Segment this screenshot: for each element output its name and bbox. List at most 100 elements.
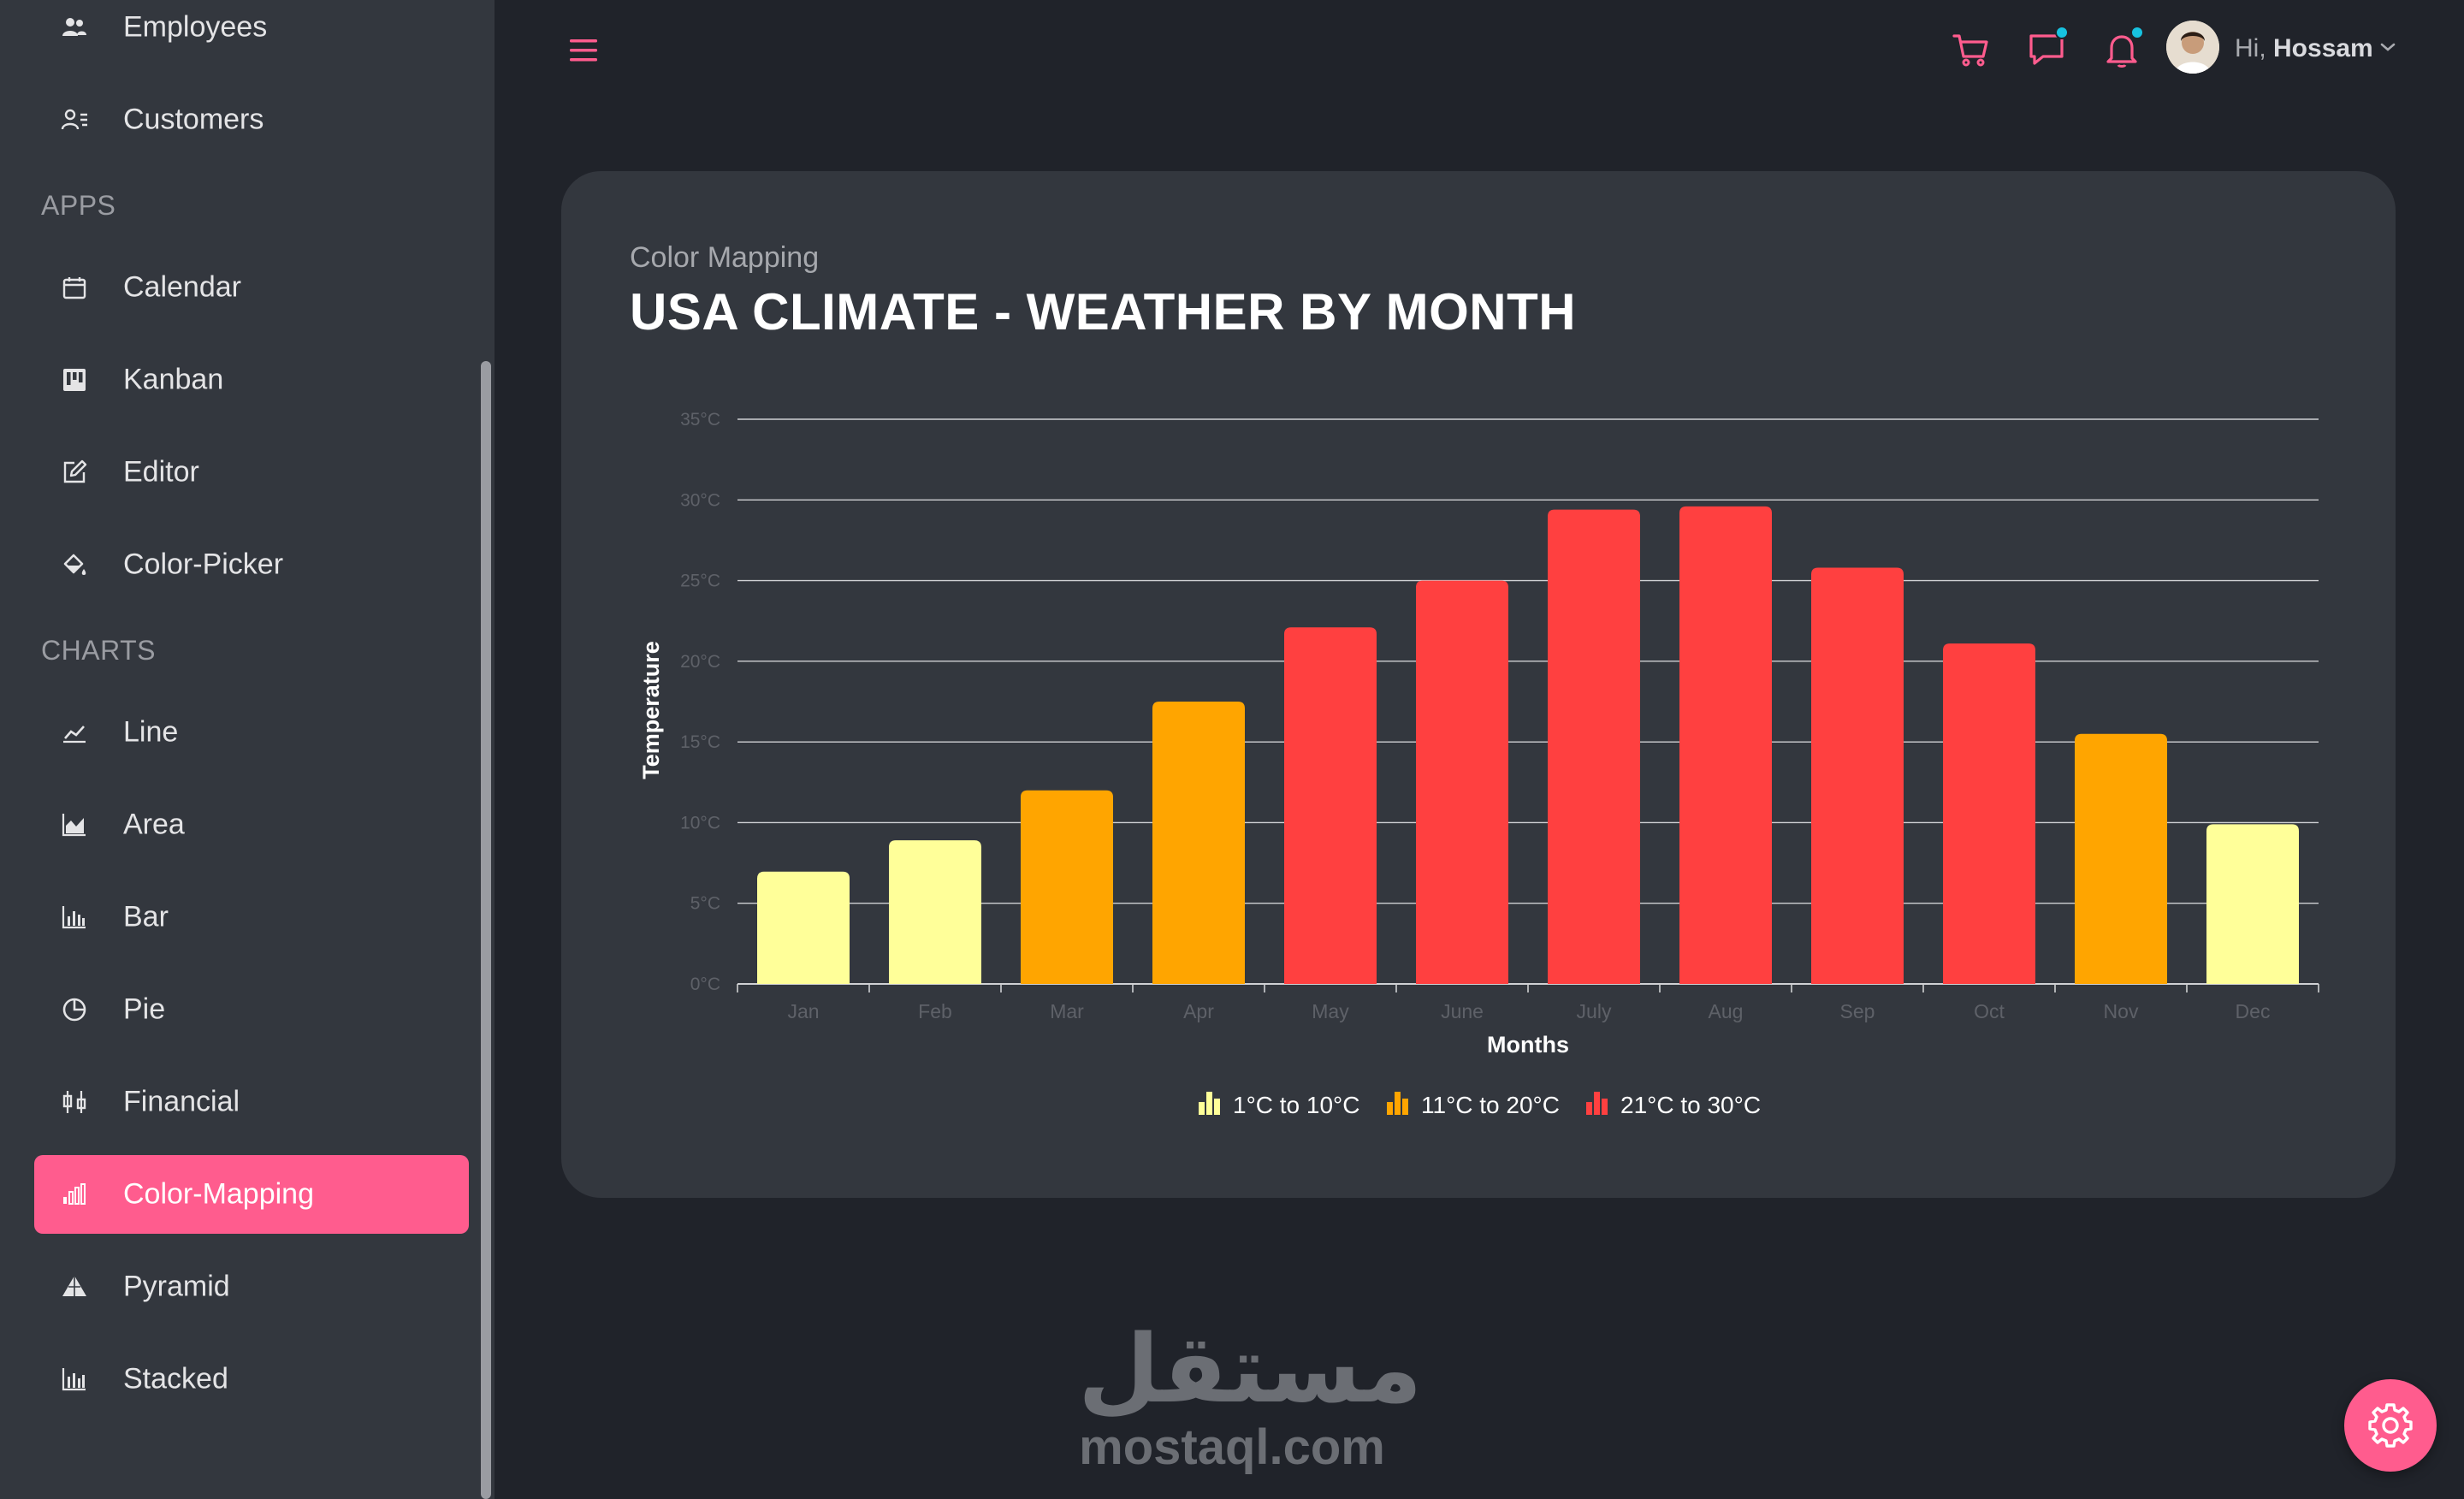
settings-button[interactable] (2344, 1379, 2437, 1472)
sidebar-item-label: Pie (123, 992, 166, 1026)
sidebar-item-line[interactable]: Line (34, 693, 469, 772)
sidebar-item-financial[interactable]: Financial (34, 1063, 469, 1141)
y-tick-label: 5°C (690, 894, 720, 914)
bar (2206, 824, 2299, 984)
sidebar-item-editor[interactable]: Editor (34, 433, 469, 512)
card-title: USA CLIMATE - WEATHER BY MONTH (630, 283, 1577, 341)
legend-label: 21°C to 30°C (1620, 1092, 1761, 1118)
legend-label: 11°C to 20°C (1421, 1092, 1560, 1118)
sidebar-item-calendar[interactable]: Calendar (34, 248, 469, 327)
user-greeting[interactable]: Hi, Hossam (2235, 34, 2373, 63)
financial-icon (60, 1087, 89, 1117)
color-mapping-icon (60, 1180, 89, 1209)
editor-icon (60, 458, 89, 487)
x-tick-label: Feb (918, 1000, 952, 1022)
cart-icon (1952, 34, 1988, 67)
bar (757, 871, 850, 984)
x-tick-label: Aug (1709, 1000, 1744, 1022)
x-tick-label: Dec (2236, 1000, 2271, 1022)
chat-icon (2029, 34, 2064, 65)
notifications-button[interactable] (2100, 26, 2144, 72)
color-mapping-chart: 0°C 5°C 10°C 15°C 20°C 25°C 30°C 35°C Jan Feb Mar A… (638, 410, 2319, 1118)
bar (889, 840, 981, 984)
x-tick-label: May (1312, 1000, 1349, 1022)
x-tick-label: Mar (1050, 1000, 1084, 1022)
watermark: مستقل mostaql.com (1078, 1314, 1423, 1480)
cart-button[interactable] (1949, 27, 1993, 72)
legend-item[interactable]: 21°C to 30°C (1586, 1092, 1761, 1118)
bar (2075, 733, 2167, 984)
sidebar-item-label: Color-Mapping (123, 1177, 314, 1211)
sidebar-item-label: Editor (123, 455, 199, 489)
sidebar-item-label: Stacked (123, 1362, 228, 1395)
bell-notification-dot (2130, 26, 2144, 39)
legend-item[interactable]: 1°C to 10°C (1199, 1092, 1359, 1118)
stacked-chart-icon (60, 1365, 89, 1394)
avatar[interactable] (2166, 21, 2219, 74)
chat-notification-dot (2055, 26, 2069, 39)
user-avatar-icon (2166, 21, 2219, 74)
sidebar-item-color-mapping[interactable]: Color-Mapping (34, 1155, 469, 1234)
sidebar-item-stacked[interactable]: Stacked (34, 1340, 469, 1419)
sidebar-item-label: Area (123, 808, 185, 841)
kanban-icon (60, 365, 89, 394)
line-chart-icon (60, 718, 89, 747)
customers-icon (60, 105, 89, 134)
x-tick-label: Nov (2104, 1000, 2139, 1022)
sidebar-section-title: APPS (41, 190, 116, 221)
calendar-icon (60, 273, 89, 302)
sidebar-item-label: Calendar (123, 270, 241, 304)
legend-item[interactable]: 11°C to 20°C (1387, 1092, 1560, 1118)
sidebar-item-kanban[interactable]: Kanban (34, 341, 469, 419)
area-chart-icon (60, 810, 89, 839)
sidebar-item-label: Employees (123, 10, 268, 44)
pie-chart-icon (60, 995, 89, 1024)
y-tick-label: 15°C (680, 732, 720, 752)
sidebar-item-bar[interactable]: Bar (34, 878, 469, 957)
menu-icon (570, 39, 597, 62)
sidebar-item-pie[interactable]: Pie (34, 970, 469, 1049)
y-tick-label: 25°C (680, 572, 720, 591)
pyramid-icon (60, 1272, 89, 1301)
sidebar-item-label: Color-Picker (123, 548, 284, 581)
bar (1021, 790, 1113, 984)
y-axis-title: Temperature (638, 641, 664, 779)
menu-button[interactable] (566, 34, 602, 67)
user-name: Hossam (2273, 34, 2373, 62)
sidebar: Employees Customers APPS Calendar Kanban Edit… (0, 0, 495, 1499)
bar (1284, 627, 1377, 984)
legend-bar-icon (1387, 1092, 1408, 1115)
bar (1152, 702, 1245, 984)
legend-bar-icon (1199, 1092, 1220, 1115)
bar (1943, 643, 2035, 984)
sidebar-item-customers[interactable]: Customers (34, 80, 469, 159)
chevron-down-icon[interactable] (2378, 41, 2397, 53)
x-tick-label: June (1441, 1000, 1484, 1022)
bell-icon (2106, 35, 2137, 68)
sidebar-item-label: Financial (123, 1085, 240, 1118)
gear-icon (2368, 1403, 2413, 1448)
chart-card: Color Mapping USA CLIMATE - WEATHER BY M… (561, 171, 2396, 1198)
y-tick-label: 30°C (680, 490, 720, 510)
x-tick-label: Oct (1974, 1000, 2005, 1022)
x-tick-label: Jan (787, 1000, 819, 1022)
bar (1679, 506, 1772, 984)
sidebar-scrollbar[interactable] (481, 361, 491, 1499)
sidebar-item-pyramid[interactable]: Pyramid (34, 1247, 469, 1326)
sidebar-item-color-picker[interactable]: Color-Picker (34, 525, 469, 604)
bar-chart-icon (60, 903, 89, 932)
sidebar-item-label: Line (123, 715, 179, 749)
watermark-arabic-text: مستقل (1078, 1314, 1423, 1424)
bar (1811, 567, 1904, 984)
employees-icon (60, 13, 89, 42)
legend-bar-icon (1586, 1092, 1608, 1115)
sidebar-section-title: CHARTS (41, 635, 156, 666)
x-tick-label: July (1577, 1000, 1612, 1022)
y-tick-label: 35°C (680, 410, 720, 430)
sidebar-item-employees[interactable]: Employees (34, 0, 469, 67)
card-subtitle: Color Mapping (630, 241, 820, 274)
sidebar-item-area[interactable]: Area (34, 785, 469, 864)
chat-button[interactable] (2024, 26, 2069, 72)
sidebar-item-label: Customers (123, 103, 264, 136)
greeting-prefix: Hi, (2235, 34, 2266, 62)
